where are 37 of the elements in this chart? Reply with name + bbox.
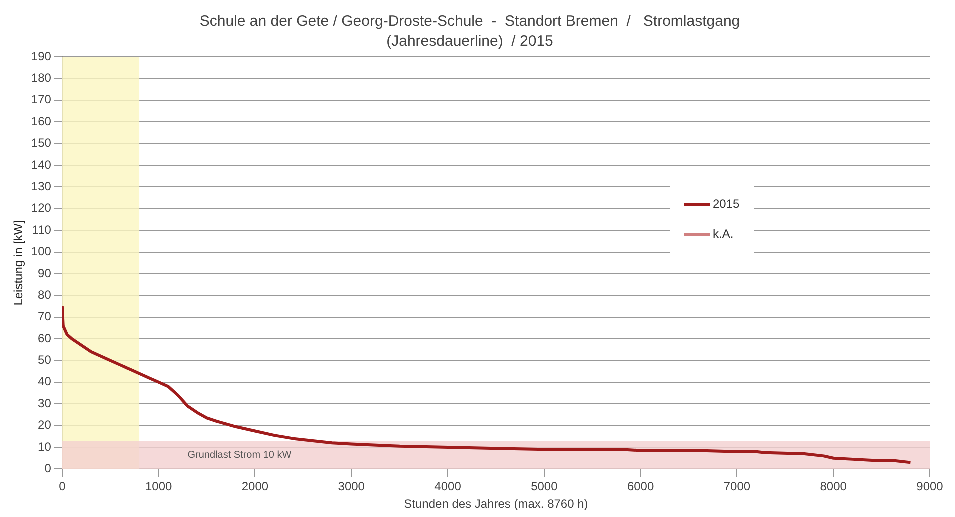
x-tick-label: 1000 bbox=[145, 480, 172, 494]
x-tick-label: 8000 bbox=[820, 480, 848, 494]
y-tick-label: 50 bbox=[38, 353, 52, 368]
x-tick-label: 4000 bbox=[434, 480, 462, 494]
y-tick-label: 100 bbox=[31, 244, 52, 259]
y-tick-label: 90 bbox=[38, 266, 52, 280]
y-axis-title: Leistung in [kW] bbox=[12, 220, 26, 306]
x-tick-label: 7000 bbox=[724, 480, 751, 494]
x-tick-label: 5000 bbox=[531, 480, 558, 494]
x-tick-label: 6000 bbox=[627, 480, 654, 494]
x-tick-label: 0 bbox=[59, 480, 66, 494]
y-tick-label: 40 bbox=[38, 374, 52, 389]
x-tick-label: 3000 bbox=[338, 480, 366, 494]
y-tick-label: 80 bbox=[38, 288, 52, 302]
y-tick-label: 180 bbox=[31, 71, 52, 86]
chart-subtitle: (Jahresdauerline) / 2015 bbox=[386, 33, 554, 50]
y-tick-label: 10 bbox=[38, 440, 52, 454]
x-tick-label: 2000 bbox=[242, 480, 269, 494]
y-tick-label: 30 bbox=[38, 396, 52, 410]
y-tick-label: 170 bbox=[31, 92, 52, 107]
y-tick-label: 110 bbox=[32, 222, 52, 237]
y-tick-label: 70 bbox=[38, 310, 52, 324]
legend-label: k.A. bbox=[713, 227, 734, 242]
chart-title: Schule an der Gete / Georg-Droste-Schule - Standort Bremen / Stromlastgang bbox=[200, 13, 740, 30]
y-tick-label: 0 bbox=[44, 462, 52, 476]
y-tick-label: 140 bbox=[31, 158, 52, 172]
x-axis-title: Stunden des Jahres (max. 8760 h) bbox=[404, 497, 588, 512]
y-tick-label: 120 bbox=[31, 201, 52, 216]
y-tick-label: 60 bbox=[38, 331, 52, 346]
y-tick-label: 190 bbox=[31, 49, 52, 64]
band-label: Grundlast Strom 10 kW bbox=[188, 450, 292, 461]
y-tick-label: 20 bbox=[38, 418, 52, 432]
y-tick-label: 160 bbox=[31, 114, 52, 128]
y-tick-label: 130 bbox=[31, 179, 52, 194]
legend-label: 2015 bbox=[713, 197, 740, 212]
y-tick-label: 150 bbox=[31, 136, 52, 150]
x-tick-label: 9000 bbox=[916, 480, 944, 494]
